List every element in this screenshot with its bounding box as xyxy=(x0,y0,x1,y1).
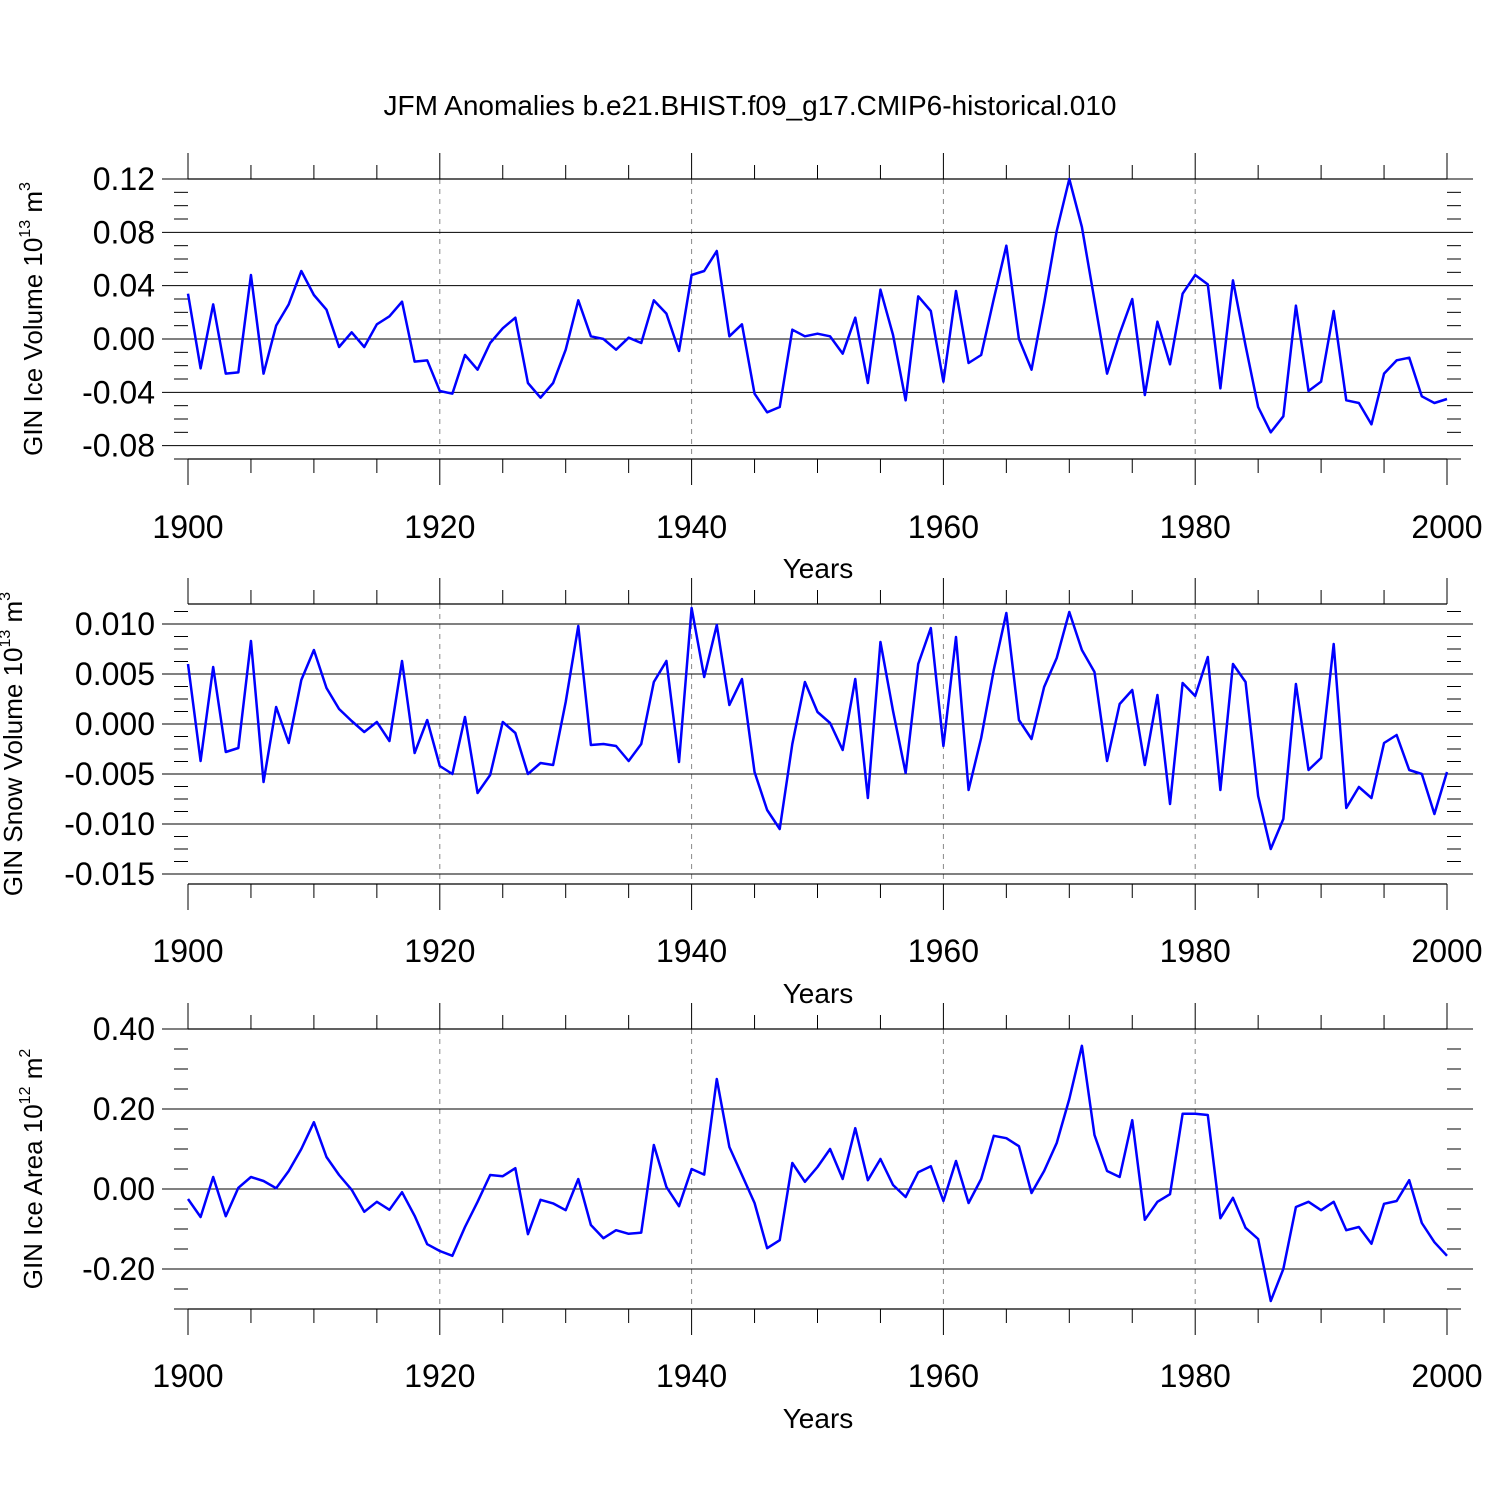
y-tick-label: 0.005 xyxy=(75,656,155,692)
panel-3: 1900 1920 1940 1960 1980 2000 0.40 0.20 0.00 -0.2… xyxy=(17,1003,1483,1434)
x-tick-label: 1980 xyxy=(1160,1358,1231,1394)
series-line-1 xyxy=(186,177,1448,434)
x-tick-label: 1920 xyxy=(404,1358,475,1394)
y-tick-label: -0.005 xyxy=(64,756,155,792)
x-tick-label: 1960 xyxy=(908,1358,979,1394)
x-tick-label: 1920 xyxy=(404,933,475,969)
x-tick-label: 2000 xyxy=(1411,933,1482,969)
x-tick-label: 1900 xyxy=(152,1358,223,1394)
y-tick-label: 0.08 xyxy=(93,214,155,250)
y-tick-label: -0.08 xyxy=(82,428,155,464)
y-tick-label: 0.40 xyxy=(93,1011,155,1047)
y-tick-label: 0.00 xyxy=(93,321,155,357)
x-tick-label: 1940 xyxy=(656,509,727,545)
y-axis-label: GIN Ice Area 1012 m2 xyxy=(17,1049,48,1290)
y-tick-label: 0.04 xyxy=(93,268,155,304)
x-axis-label: Years xyxy=(783,978,854,1009)
x-axis-label: Years xyxy=(783,553,854,584)
y-tick-label: 0.000 xyxy=(75,706,155,742)
x-tick-label: 1900 xyxy=(152,509,223,545)
x-tick-label: 1940 xyxy=(656,933,727,969)
x-axis-label: Years xyxy=(783,1403,854,1434)
y-tick-label: 0.20 xyxy=(93,1091,155,1127)
y-axis-label: GIN Snow Volume 1013 m3 xyxy=(0,592,28,896)
x-tick-label: 1920 xyxy=(404,509,475,545)
panel-2: 1900 1920 1940 1960 1980 2000 0.010 0.005 0.000 -… xyxy=(0,578,1483,1009)
x-tick-label: 2000 xyxy=(1411,1358,1482,1394)
x-tick-label: 1900 xyxy=(152,933,223,969)
series-line-2 xyxy=(186,606,1449,851)
y-tick-label: 0.010 xyxy=(75,606,155,642)
y-tick-label: -0.04 xyxy=(82,374,155,410)
x-tick-label: 1960 xyxy=(908,933,979,969)
y-tick-label: -0.010 xyxy=(64,806,155,842)
y-tick-label: -0.20 xyxy=(82,1251,155,1287)
x-tick-label: 1980 xyxy=(1160,933,1231,969)
x-tick-label: 1940 xyxy=(656,1358,727,1394)
x-tick-label: 1980 xyxy=(1160,509,1231,545)
figure-title: JFM Anomalies b.e21.BHIST.f09_g17.CMIP6-… xyxy=(383,90,1116,121)
y-axis-label: GIN Ice Volume 1013 m3 xyxy=(17,182,48,456)
x-tick-label: 2000 xyxy=(1411,509,1482,545)
panel-1: 1900 1920 1940 1960 1980 2000 0.12 0.08 0.04 0.00… xyxy=(17,153,1483,584)
y-tick-label: -0.015 xyxy=(64,856,155,892)
y-tick-label: 0.00 xyxy=(93,1171,155,1207)
series-line-3 xyxy=(186,1044,1448,1303)
y-tick-label: 0.12 xyxy=(93,161,155,197)
x-tick-label: 1960 xyxy=(908,509,979,545)
